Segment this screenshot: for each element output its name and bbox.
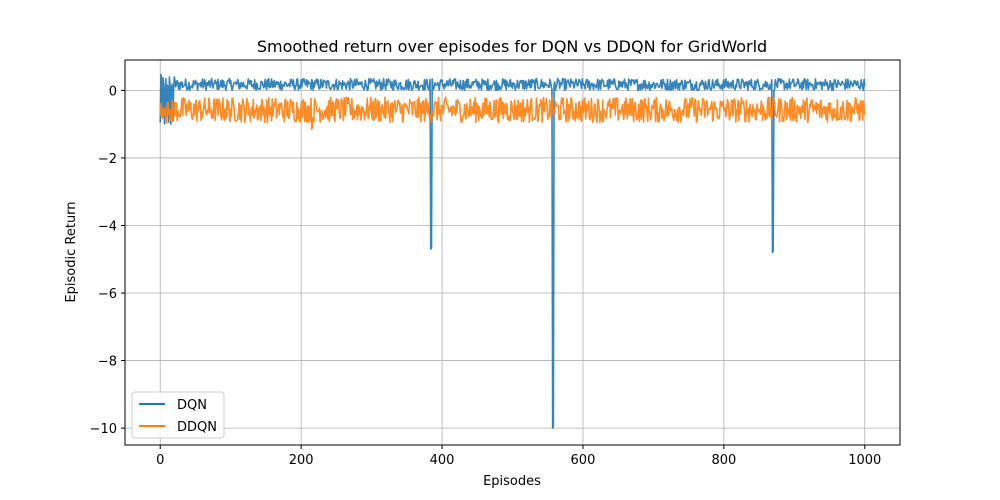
y-tick-label: −4 xyxy=(98,219,117,234)
plot-frame xyxy=(124,59,901,446)
legend-label-ddqn: DDQN xyxy=(177,420,217,435)
x-axis-ticks: 0 200 400 600 800 1000 xyxy=(156,445,881,468)
y-tick-label: −2 xyxy=(98,152,117,167)
x-tick-label: 200 xyxy=(289,453,314,468)
y-tick-label: −6 xyxy=(98,287,117,302)
x-axis-label: Episodes xyxy=(483,474,541,489)
series-line-ddqn xyxy=(159,96,866,131)
series-line-dqn xyxy=(159,73,866,429)
x-tick-label: 0 xyxy=(156,453,164,468)
grid xyxy=(125,60,900,445)
legend: DQN DDQN xyxy=(131,391,225,439)
x-tick-label: 1000 xyxy=(848,453,881,468)
x-tick-label: 600 xyxy=(571,453,596,468)
chart-title: Smoothed return over episodes for DQN vs… xyxy=(257,37,767,56)
legend-label-dqn: DQN xyxy=(177,398,207,413)
x-tick-label: 400 xyxy=(430,453,455,468)
series-layer xyxy=(159,73,866,429)
y-tick-label: 0 xyxy=(109,84,117,99)
y-axis-label: Episodic Return xyxy=(64,201,79,302)
x-tick-label: 800 xyxy=(711,453,736,468)
y-axis-ticks: 0 −2 −4 −6 −8 −10 xyxy=(90,84,125,437)
y-tick-label: −8 xyxy=(98,355,117,370)
y-tick-label: −10 xyxy=(90,422,117,437)
